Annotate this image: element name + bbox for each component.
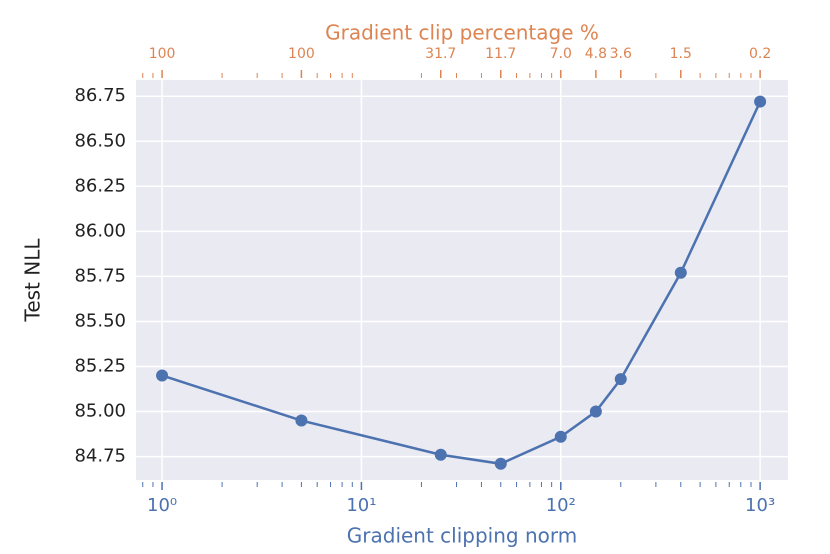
x-tick-label: 10³ bbox=[745, 495, 775, 516]
y-tick-label: 85.00 bbox=[74, 401, 126, 422]
top-tick-label: 31.7 bbox=[425, 46, 456, 62]
top-tick-label: 11.7 bbox=[485, 46, 516, 62]
top-tick-label: 1.5 bbox=[670, 46, 692, 62]
data-point bbox=[494, 457, 507, 470]
top-tick-label: 0.2 bbox=[749, 46, 771, 62]
data-point bbox=[754, 95, 767, 108]
x-tick-label: 10¹ bbox=[346, 495, 376, 516]
x-tick-label: 10² bbox=[546, 495, 576, 516]
top-axis-label: Gradient clip percentage % bbox=[325, 21, 599, 45]
data-point bbox=[434, 448, 447, 461]
top-tick-label: 100 bbox=[288, 46, 315, 62]
data-point bbox=[614, 373, 627, 386]
y-tick-label: 86.75 bbox=[74, 85, 126, 106]
y-axis-label: Test NLL bbox=[21, 238, 45, 323]
y-tick-label: 86.25 bbox=[74, 175, 126, 196]
plot-area bbox=[136, 80, 788, 480]
x-tick-label: 10⁰ bbox=[147, 495, 177, 516]
y-tick-label: 85.25 bbox=[74, 355, 126, 376]
top-tick-label: 3.6 bbox=[610, 46, 632, 62]
y-tick-label: 86.00 bbox=[74, 220, 126, 241]
y-tick-label: 84.75 bbox=[74, 446, 126, 467]
data-point bbox=[295, 414, 308, 427]
data-point bbox=[589, 405, 602, 418]
x-axis-label: Gradient clipping norm bbox=[347, 524, 577, 548]
y-tick-label: 86.50 bbox=[74, 130, 126, 151]
data-point bbox=[156, 369, 169, 382]
top-tick-label: 4.8 bbox=[585, 46, 607, 62]
top-tick-label: 7.0 bbox=[550, 46, 572, 62]
y-tick-label: 85.75 bbox=[74, 265, 126, 286]
data-point bbox=[554, 430, 567, 443]
top-tick-label: 100 bbox=[149, 46, 176, 62]
y-tick-label: 85.50 bbox=[74, 310, 126, 331]
data-point bbox=[674, 266, 687, 279]
